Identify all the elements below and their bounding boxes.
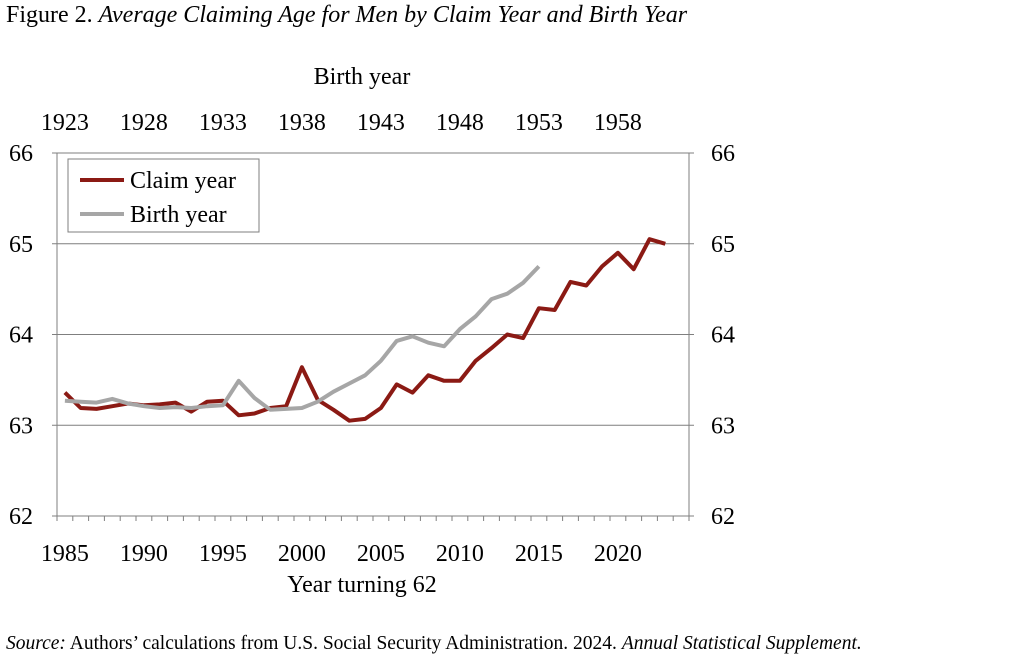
y-tick-label-66: 66 <box>9 141 33 167</box>
figure-title-text: Average Claiming Age for Men by Claim Ye… <box>98 2 688 28</box>
x2-tick-label-1948: 1948 <box>436 110 484 136</box>
y-right-tick-label-66: 66 <box>711 141 735 167</box>
figure-title: Figure 2. Average Claiming Age for Men b… <box>6 2 687 29</box>
y-right-tick-label-63: 63 <box>711 413 735 439</box>
x-tick-label-1990: 1990 <box>120 541 168 567</box>
x-tick-label-2005: 2005 <box>357 541 405 567</box>
y-right-tick-label-64: 64 <box>711 323 735 349</box>
legend-box <box>67 158 260 233</box>
x2-tick-label-1958: 1958 <box>594 110 642 136</box>
x-tick-label-1995: 1995 <box>199 541 247 567</box>
tick-marks <box>52 152 694 521</box>
legend-label-claim-year: Claim year <box>130 168 236 194</box>
y-tick-label-65: 65 <box>9 232 33 258</box>
x2-tick-label-1953: 1953 <box>515 110 563 136</box>
x-tick-label-2020: 2020 <box>594 541 642 567</box>
source-label: Source: <box>6 633 66 654</box>
source-note: Source: Authors’ calculations from U.S. … <box>6 633 862 655</box>
x-axis-title: Year turning 62 <box>287 572 437 598</box>
x2-tick-label-1938: 1938 <box>278 110 326 136</box>
x2-tick-label-1943: 1943 <box>357 110 405 136</box>
y-tick-label-63: 63 <box>9 413 33 439</box>
x-tick-label-2010: 2010 <box>436 541 484 567</box>
y-right-tick-label-65: 65 <box>711 232 735 258</box>
x-tick-label-2000: 2000 <box>278 541 326 567</box>
series-line-claim-year <box>63 237 666 423</box>
y-tick-label-64: 64 <box>9 323 33 349</box>
x-tick-label-2015: 2015 <box>515 541 563 567</box>
tick-labels: 62 62 63 63 64 64 65 65 66 66 1985 1990 1995 2000 2005… <box>9 110 735 567</box>
figure-label: Figure 2. <box>6 2 93 28</box>
x2-tick-label-1923: 1923 <box>41 110 89 136</box>
series-lines <box>63 237 666 423</box>
x-tick-label-1985: 1985 <box>41 541 89 567</box>
y-tick-label-62: 62 <box>9 504 33 530</box>
x2-tick-label-1933: 1933 <box>199 110 247 136</box>
x2-axis-title: Birth year <box>314 64 411 90</box>
source-publication: Annual Statistical Supplement. <box>621 633 862 654</box>
source-text: Authors’ calculations from U.S. Social S… <box>69 633 617 654</box>
y-right-tick-label-62: 62 <box>711 504 735 530</box>
x2-tick-label-1928: 1928 <box>120 110 168 136</box>
legend-label-birth-year: Birth year <box>130 202 227 228</box>
series-line-birth-year <box>64 265 541 412</box>
legend: Claim year Birth year <box>67 158 260 233</box>
